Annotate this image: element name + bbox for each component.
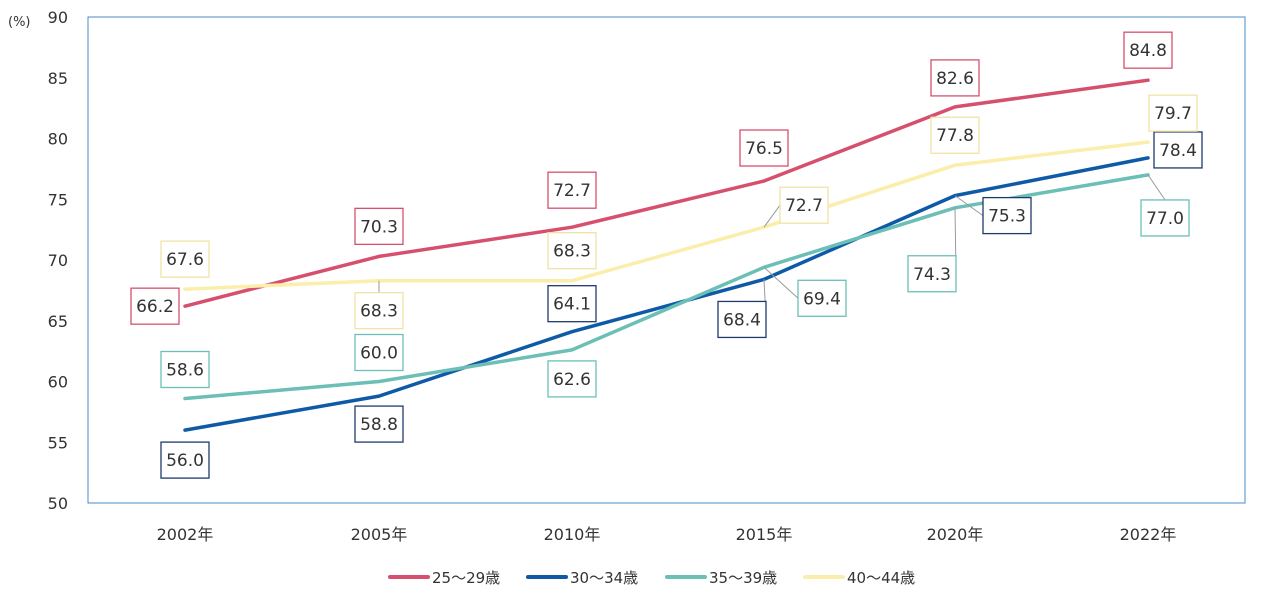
x-tick-label: 2002年 [157, 525, 214, 544]
data-label-box [354, 333, 404, 372]
data-label: 62.6 [553, 370, 591, 390]
series-line-3 [183, 140, 1150, 291]
data-label-box [547, 171, 597, 209]
data-label-box [547, 360, 597, 398]
legend-label: 35～39歳 [709, 569, 777, 587]
data-label: 77.8 [936, 126, 974, 146]
data-label: 74.3 [913, 265, 951, 285]
data-label: 56.0 [166, 451, 204, 471]
data-label-box [739, 129, 789, 167]
data-label-box [1123, 31, 1173, 69]
data-label: 58.8 [360, 415, 398, 435]
x-tick-label: 2005年 [351, 525, 408, 544]
data-labels: 66.2 70.3 72.7 76.5 82.6 84.8 56.0 58.8 64.1 68.4… [130, 31, 1203, 479]
y-tick-label: 55 [48, 433, 68, 452]
data-label-box [797, 279, 847, 317]
label-leader-lines [378, 174, 1166, 320]
y-axis-ticks: 50 55 60 65 70 75 80 85 90 [48, 8, 68, 513]
x-tick-label: 2020年 [927, 525, 984, 544]
data-label-box [1148, 94, 1198, 132]
series-line-1 [183, 156, 1150, 432]
y-tick-label: 60 [48, 373, 68, 392]
y-tick-label: 80 [48, 130, 68, 149]
data-label: 70.3 [360, 217, 398, 237]
data-label: 84.8 [1129, 41, 1167, 61]
data-label-box [354, 207, 404, 246]
data-label: 68.3 [360, 302, 398, 322]
legend-label: 30～34歳 [570, 569, 638, 587]
data-label-box [930, 116, 980, 154]
data-label-box [130, 287, 180, 325]
data-label-box [547, 232, 597, 270]
data-label-box [982, 196, 1032, 235]
data-label-box [160, 441, 210, 479]
x-tick-label: 2015年 [736, 525, 793, 544]
data-label: 82.6 [936, 69, 974, 89]
data-label-box [160, 240, 210, 278]
data-label: 72.7 [785, 196, 823, 216]
data-label-box [779, 186, 829, 224]
leader-line [954, 195, 984, 217]
data-label: 72.7 [553, 181, 591, 201]
data-label-box [717, 300, 767, 339]
data-label-box [930, 59, 980, 97]
series-lines [183, 78, 1150, 432]
x-tick-label: 2010年 [544, 525, 601, 544]
data-label: 66.2 [136, 297, 174, 317]
legend-label: 40～44歳 [847, 569, 915, 587]
y-tick-label: 65 [48, 312, 68, 331]
data-label-box [547, 285, 597, 323]
series-line-0 [183, 78, 1150, 308]
data-label: 68.3 [553, 242, 591, 262]
y-tick-label: 70 [48, 251, 68, 270]
data-label: 58.6 [166, 361, 204, 381]
plot-area [87, 16, 1246, 504]
leader-line [763, 266, 799, 299]
x-tick-label: 2022年 [1120, 525, 1177, 544]
data-label: 68.4 [723, 310, 761, 330]
data-label-box [1153, 131, 1203, 169]
data-label: 60.0 [360, 344, 398, 364]
y-tick-label: 85 [48, 69, 68, 88]
data-label-box [354, 405, 404, 443]
data-label: 79.7 [1154, 104, 1192, 124]
data-label: 69.4 [803, 289, 841, 309]
data-label: 78.4 [1159, 141, 1197, 161]
y-tick-label: 90 [48, 8, 68, 27]
leader-line [1147, 174, 1166, 201]
y-tick-label: 50 [48, 494, 68, 513]
data-label: 67.6 [166, 250, 204, 270]
data-label-box [160, 350, 210, 389]
data-label-box [354, 292, 404, 330]
data-label-box [1140, 199, 1190, 237]
y-axis-unit-label: (%) [8, 15, 31, 30]
legend: 25～29歳 30～34歳 35～39歳 40～44歳 [388, 569, 915, 587]
data-label: 64.1 [553, 295, 591, 315]
data-label: 75.3 [988, 207, 1026, 227]
y-tick-label: 75 [48, 190, 68, 209]
data-label-box [907, 255, 957, 293]
legend-label: 25～29歳 [432, 569, 500, 587]
x-axis-ticks: 2002年 2005年 2010年 2015年 2020年 2022年 [157, 525, 1177, 544]
data-label: 77.0 [1146, 209, 1184, 229]
leader-line [763, 204, 781, 228]
data-label: 76.5 [745, 139, 783, 159]
